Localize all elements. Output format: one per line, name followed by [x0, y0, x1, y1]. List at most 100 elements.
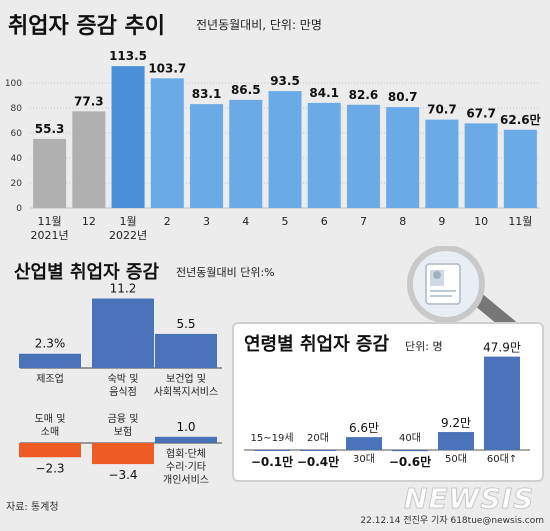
age-title: 연령별 취업자 증감: [244, 334, 390, 355]
age-category-label: 40대: [399, 432, 421, 444]
value-label: 70.7: [427, 103, 457, 117]
value-label: 55.3: [35, 122, 65, 136]
y-tick-label: 0: [16, 204, 22, 214]
industry-category-label: 제조업: [36, 372, 64, 385]
top-chart: 02040608010055.311월2021년77.312113.51월202…: [5, 49, 541, 242]
x-tick-label: 6: [321, 215, 328, 228]
industry-category-label: 보건업 및: [166, 372, 206, 385]
bar: [307, 102, 341, 208]
industry-value-label: 11.2: [110, 282, 137, 296]
bar: [190, 104, 224, 208]
industry-category-label: 음식점: [109, 386, 137, 398]
industry-category-label: 금융 및: [108, 413, 139, 425]
age-value-label: −0.1만: [251, 454, 293, 469]
source-text: 자료: 통계청: [6, 502, 59, 513]
bar: [229, 99, 263, 208]
credit-text: 22.12.14 전진우 기자 618tue@newsis.com: [360, 516, 544, 526]
y-tick-label: 20: [11, 179, 23, 189]
y-tick-label: 40: [11, 154, 23, 164]
age-bar: [438, 432, 474, 450]
bar: [33, 138, 67, 208]
x-tick-label: 2: [164, 215, 171, 228]
bar: [386, 107, 420, 208]
age-value-label: 47.9만: [483, 341, 521, 355]
industry-title: 산업별 취업자 증감: [14, 262, 160, 283]
age-category-label: 15~19세: [250, 432, 293, 444]
x-tick-label: 5: [282, 215, 289, 228]
value-label: 62.6만: [500, 112, 541, 127]
x-tick-label: 12: [82, 215, 96, 228]
x-tick-label: 1월: [120, 215, 137, 228]
value-label: 103.7: [148, 61, 186, 75]
y-tick-label: 80: [11, 104, 23, 114]
age-bar: [484, 356, 520, 450]
age-value-label: −0.6만: [389, 454, 431, 469]
x-tick-label: 7: [360, 215, 367, 228]
age-category-label: 30대: [353, 453, 375, 465]
value-label: 77.3: [74, 94, 104, 108]
age-bar: [346, 437, 382, 450]
value-label: 86.5: [231, 83, 261, 97]
x-tick-label: 10: [474, 215, 488, 228]
x-tick-label: 11월: [508, 215, 532, 228]
industry-value-label: 2.3%: [35, 337, 66, 351]
value-label: 113.5: [109, 49, 147, 63]
industry-category-label: 사회복지서비스: [154, 386, 218, 398]
age-bar: [300, 450, 336, 451]
age-category-label: 60대↑: [487, 453, 517, 465]
age-category-label: 50대: [445, 453, 467, 465]
value-label: 93.5: [270, 74, 300, 88]
top-note: 전년동월대비, 단위: 만명: [196, 18, 322, 32]
age-value-label: 9.2만: [441, 416, 471, 430]
industry-value-label: −2.3: [35, 461, 64, 475]
bar: [72, 111, 106, 208]
x-tick-label: 2022년: [109, 229, 147, 242]
value-label: 83.1: [192, 87, 222, 101]
bar: [150, 78, 184, 208]
industry-value-label: 5.5: [176, 317, 195, 331]
age-bar: [254, 450, 290, 451]
industry-bar: [19, 443, 81, 458]
newsis-watermark: NEWSIS: [403, 482, 535, 516]
age-value-label: 6.6만: [349, 421, 379, 435]
age-unit: 단위: 명: [405, 340, 443, 353]
bar: [111, 66, 145, 208]
value-label: 82.6: [349, 88, 379, 102]
x-tick-label: 8: [399, 215, 406, 228]
industry-bar: [92, 443, 154, 465]
value-label: 80.7: [388, 90, 418, 104]
industry-value-label: 1.0: [176, 420, 195, 434]
industry-bar: [92, 298, 154, 368]
x-tick-label: 2021년: [31, 229, 69, 242]
y-tick-label: 100: [5, 79, 22, 89]
industry-category-label: 협회·단체: [166, 447, 206, 460]
bar: [464, 123, 498, 208]
industry-bar: [155, 333, 217, 368]
industry-category-label: 소매: [41, 426, 59, 438]
age-value-label: −0.4만: [297, 454, 339, 469]
industry-bar: [19, 353, 81, 368]
industry-category-label: 개인서비스: [163, 474, 209, 486]
bar: [268, 91, 302, 208]
age-bar: [392, 450, 428, 452]
x-tick-label: 9: [438, 215, 445, 228]
bar: [425, 119, 459, 208]
x-tick-label: 11월: [38, 215, 62, 228]
industry-category-label: 숙박 및: [108, 373, 139, 385]
bar: [503, 129, 537, 208]
bar: [346, 104, 380, 208]
age-panel: [232, 322, 544, 482]
industry-bar: [155, 436, 217, 443]
value-label: 67.7: [466, 106, 496, 120]
magnifier-icon: [407, 246, 527, 336]
x-tick-label: 4: [242, 215, 249, 228]
top-title: 취업자 증감 추이: [8, 14, 165, 39]
y-tick-label: 60: [11, 129, 23, 139]
industry-note: 전년동월대비 단위:%: [176, 266, 275, 279]
industry-category-label: 도매 및: [35, 413, 66, 425]
x-tick-label: 3: [203, 215, 210, 228]
industry-category-label: 수리·기타: [166, 461, 206, 473]
